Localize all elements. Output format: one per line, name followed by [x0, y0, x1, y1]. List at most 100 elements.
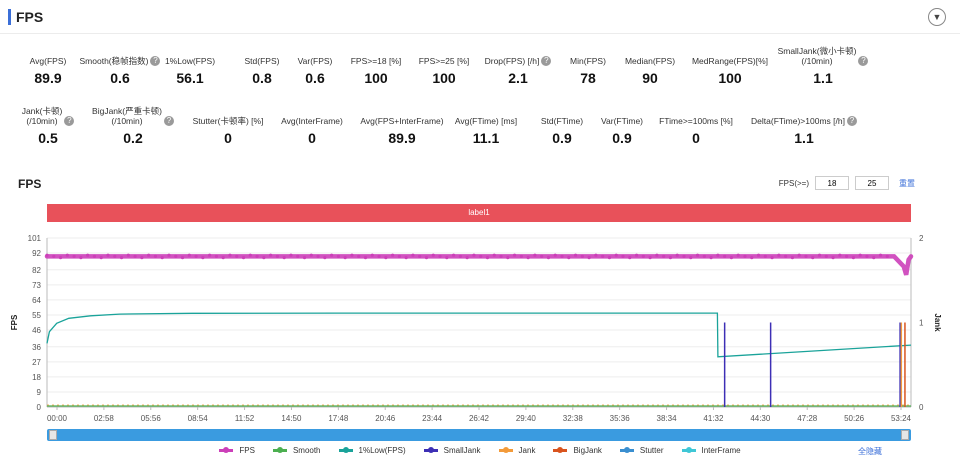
x-tick-label: 02:58	[94, 414, 115, 423]
fps-point	[858, 253, 862, 257]
fps-point	[634, 253, 639, 257]
fps-point	[289, 253, 293, 257]
stat-label: SmallJank(微小卡顿) (/10min)?	[768, 46, 878, 66]
legend-item-1[interactable]: Smooth	[272, 446, 321, 455]
stat-stats_row2-6: Std(FTime) 0.9	[507, 106, 617, 146]
fps-point	[92, 254, 97, 259]
fps-point	[838, 253, 842, 257]
y2-tick-label: 2	[919, 234, 924, 243]
series-fps	[44, 254, 914, 276]
y-tick-label: 27	[32, 358, 41, 367]
stat-stats_row1-11: SmallJank(微小卡顿) (/10min)? 1.1	[768, 46, 878, 86]
fps-point	[790, 256, 795, 260]
fps-point	[65, 253, 69, 257]
fps-point	[817, 253, 822, 257]
legend-item-5[interactable]: BigJank	[553, 446, 602, 455]
x-tick-label: 29:40	[516, 414, 537, 423]
fps-point	[343, 256, 347, 260]
collapse-toggle-icon[interactable]: ▼	[928, 8, 946, 26]
hide-all-button[interactable]: 全隐藏	[858, 447, 882, 456]
x-tick-label: 14:50	[281, 414, 302, 423]
help-icon[interactable]: ?	[150, 56, 161, 66]
fps-point	[316, 254, 320, 259]
y-tick-label: 64	[32, 296, 41, 305]
legend-item-7[interactable]: InterFrame	[681, 446, 741, 455]
fps-point	[458, 254, 462, 259]
fps-point	[499, 254, 503, 259]
x-tick-label: 26:42	[469, 414, 490, 423]
stat-stats_row1-8: Min(FPS) 78	[533, 46, 643, 86]
fps-point	[282, 256, 286, 260]
stat-value: 90	[642, 70, 658, 86]
fps-point	[58, 256, 63, 260]
fps-threshold-2-input[interactable]	[855, 176, 889, 190]
fps-point	[519, 254, 523, 259]
fps-point	[479, 254, 483, 259]
fps-point	[106, 253, 110, 257]
stat-label: FPS>=18 [%]	[321, 46, 431, 66]
legend-item-0[interactable]: FPS	[219, 446, 255, 455]
fps-point	[831, 256, 835, 260]
fps-point	[784, 254, 788, 259]
fps-point	[99, 256, 103, 260]
help-icon[interactable]: ?	[64, 116, 75, 126]
fps-point	[485, 256, 490, 260]
stat-value: 89.9	[34, 70, 62, 86]
legend-item-2[interactable]: 1%Low(FPS)	[338, 446, 406, 455]
stat-value: 0.6	[305, 70, 325, 86]
legend-swatch	[498, 447, 513, 453]
fps-point	[540, 254, 544, 259]
fps-point	[750, 256, 754, 260]
stat-label-text: Var(FTime)	[600, 116, 644, 126]
time-scrollbar[interactable]	[47, 429, 911, 441]
help-icon[interactable]: ?	[541, 56, 552, 66]
y-tick-label: 101	[28, 234, 42, 243]
fps-point	[526, 256, 530, 260]
fps-point	[492, 253, 496, 257]
fps-point	[777, 253, 781, 257]
help-icon[interactable]: ?	[858, 56, 869, 66]
fps-threshold-1-input[interactable]	[815, 176, 849, 190]
fps-point	[736, 253, 740, 257]
legend-item-3[interactable]: SmallJank	[423, 446, 481, 455]
y-tick-label: 36	[32, 343, 41, 352]
fps-point	[851, 256, 856, 260]
legend-item-4[interactable]: Jank	[498, 446, 535, 455]
fps-point	[553, 253, 557, 257]
y2-axis-title: Jank	[933, 313, 942, 332]
stat-stats_row2-3: Avg(InterFrame) 0	[257, 106, 367, 146]
stat-label: MedRange(FPS)[%]	[675, 46, 785, 66]
fps-point	[418, 254, 422, 259]
legend-label: SmallJank	[443, 446, 481, 455]
help-icon[interactable]: ?	[846, 116, 857, 126]
x-tick-label: 41:32	[703, 414, 724, 423]
fps-point	[336, 254, 340, 259]
stat-stats_row1-7: Drop(FPS) [/h]? 2.1	[463, 46, 573, 86]
fps-point	[702, 254, 706, 259]
x-tick-label: 20:46	[375, 414, 396, 423]
fps-point	[201, 256, 205, 260]
fps-point	[330, 253, 334, 257]
fps-point	[641, 254, 645, 259]
section-accent-bar	[8, 9, 11, 25]
legend-label: 1%Low(FPS)	[358, 446, 406, 455]
fps-point	[587, 256, 591, 260]
x-tick-label: 50:26	[844, 414, 865, 423]
legend-label: FPS	[239, 446, 255, 455]
fps-point	[709, 256, 713, 260]
stat-label-text: Stutter(卡顿率) [%]	[192, 116, 264, 126]
legend-item-6[interactable]: Stutter	[619, 446, 664, 455]
stats-panel: Avg(FPS) 89.9 Smooth(稳帧指数)? 0.6 1%Low(FPS) 56…	[0, 46, 960, 166]
scrollbar-right-handle[interactable]	[901, 430, 909, 440]
reset-button[interactable]: 重置	[899, 178, 915, 188]
label-bar[interactable]: label1	[47, 204, 911, 222]
scrollbar-left-handle[interactable]	[49, 430, 57, 440]
stat-value: 100	[432, 70, 456, 86]
stat-label: Median(FPS)	[595, 46, 705, 66]
stat-label-text: Std(FTime)	[540, 116, 584, 126]
help-icon[interactable]: ?	[163, 116, 174, 126]
legend-swatch	[272, 447, 287, 453]
fps-point	[174, 254, 178, 259]
fps-point	[384, 256, 388, 260]
